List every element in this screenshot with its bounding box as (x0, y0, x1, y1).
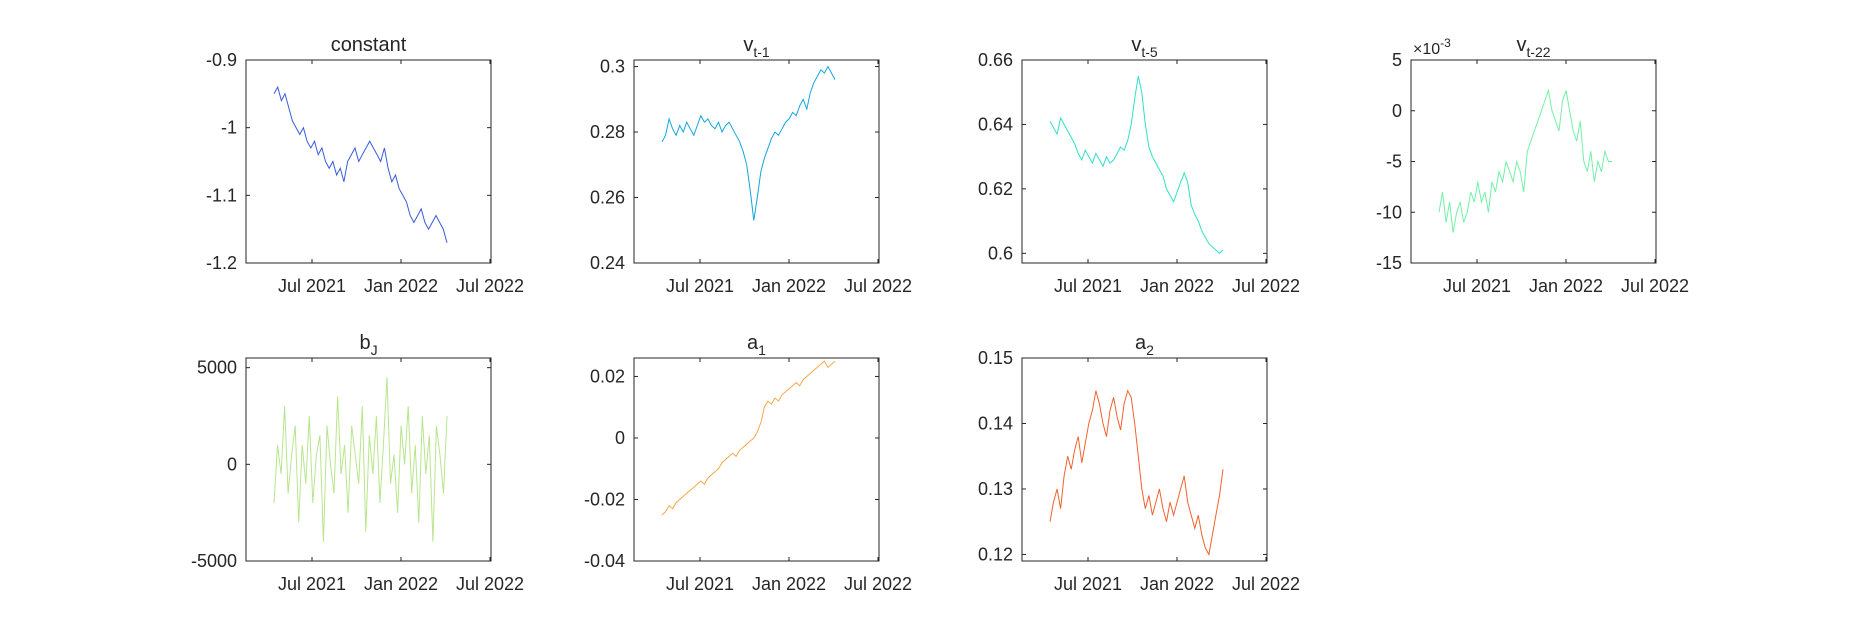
series-line (1049, 389, 1224, 556)
panel-title: bJ (359, 332, 377, 358)
x-tick-label: Jan 2022 (364, 574, 438, 594)
y-tick-label: 0.66 (978, 50, 1013, 70)
x-tick-label: Jul 2022 (844, 276, 912, 296)
x-tick-label: Jul 2021 (1054, 276, 1122, 296)
panel-title: vt-1 (743, 34, 770, 60)
plot-area (633, 59, 880, 264)
panel-1: -1.2 -1.1 -1 -0.9 Jul 2021 Jan 2022 Jul 2022 co… (206, 34, 524, 296)
panel-2: 0.24 0.26 0.28 0.3 Jul 2021 Jan 2022 Jul 2022 v… (590, 34, 912, 296)
panel-title: a2 (1135, 332, 1154, 358)
x-tick-label: Jan 2022 (752, 574, 826, 594)
series-line (661, 360, 836, 516)
y-tick-label: 0.15 (978, 348, 1013, 368)
y-tick-label: 0.26 (590, 188, 625, 208)
y-tick-label: 0 (1392, 101, 1402, 121)
y-tick-label: 0.28 (590, 122, 625, 142)
plot-area (1410, 59, 1657, 264)
y-tick-label: -0.9 (206, 50, 237, 70)
x-tick-label: Jan 2022 (1140, 276, 1214, 296)
series-line (1049, 75, 1224, 254)
plot-area (245, 59, 492, 264)
panel-title: constant (331, 34, 407, 56)
x-tick-label: Jul 2021 (278, 276, 346, 296)
y-tick-label: 0.64 (978, 114, 1013, 134)
panel-7: 0.12 0.13 0.14 0.15 Jul 2021 Jan 2022 Jul 2022… (978, 332, 1300, 594)
x-tick-label: Jul 2022 (1232, 276, 1300, 296)
x-tick-label: Jul 2021 (278, 574, 346, 594)
x-tick-label: Jul 2022 (456, 574, 524, 594)
x-tick-label: Jul 2022 (1621, 276, 1689, 296)
y-tick-label: 0.12 (978, 544, 1013, 564)
y-tick-label: -0.02 (584, 489, 625, 509)
x-tick-label: Jan 2022 (364, 276, 438, 296)
y-tick-label: 0.6 (988, 243, 1013, 263)
y-tick-label: -10 (1376, 202, 1402, 222)
x-tick-label: Jul 2021 (1443, 276, 1511, 296)
x-tick-label: Jul 2022 (1232, 574, 1300, 594)
y-tick-label: -1.2 (206, 253, 237, 273)
panel-title: vt-5 (1131, 34, 1158, 60)
plot-area (1021, 59, 1268, 264)
x-tick-label: Jul 2022 (456, 276, 524, 296)
series-line (1438, 88, 1612, 233)
y-tick-label: 0.14 (978, 413, 1013, 433)
y-tick-label: 0 (615, 428, 625, 448)
y-tick-label: -1 (221, 118, 237, 138)
panel-title: a1 (747, 332, 766, 358)
x-tick-label: Jul 2022 (844, 574, 912, 594)
panel-4: -15 -10 -5 0 5 Jul 2021 Jan 2022 Jul 2022 vt-22 ×… (1376, 34, 1689, 296)
panel-title: vt-22 (1516, 34, 1550, 60)
plot-area (633, 357, 880, 562)
y-tick-label: 0 (227, 454, 237, 474)
panel-6: -0.04 -0.02 0 0.02 Jul 2021 Jan 2022 Jul 2022 a… (584, 332, 912, 594)
y-tick-label: -5000 (191, 551, 237, 571)
panel-5: -5000 0 5000 Jul 2021 Jan 2022 Jul 2022 bJ (191, 332, 524, 594)
x-tick-label: Jan 2022 (1529, 276, 1603, 296)
y-tick-label: -0.04 (584, 551, 625, 571)
x-tick-label: Jan 2022 (752, 276, 826, 296)
x-tick-label: Jul 2021 (1054, 574, 1122, 594)
y-tick-label: -1.1 (206, 185, 237, 205)
x-tick-label: Jul 2021 (666, 276, 734, 296)
y-exponent-label: ×10-3 (1413, 36, 1451, 58)
series-line (273, 85, 448, 243)
series-line (661, 65, 836, 221)
panel-3: 0.6 0.62 0.64 0.66 Jul 2021 Jan 2022 Jul 2022 v… (978, 34, 1300, 296)
y-tick-label: 0.24 (590, 253, 625, 273)
y-tick-label: 0.13 (978, 479, 1013, 499)
series-line (273, 377, 448, 542)
y-tick-label: 0.3 (600, 57, 625, 77)
y-tick-label: -15 (1376, 253, 1402, 273)
plot-area (1021, 357, 1268, 562)
y-tick-label: 0.02 (590, 366, 625, 386)
y-tick-label: 5 (1392, 50, 1402, 70)
x-tick-label: Jan 2022 (1140, 574, 1214, 594)
y-tick-label: 5000 (197, 358, 237, 378)
y-tick-label: 0.62 (978, 179, 1013, 199)
x-tick-label: Jul 2021 (666, 574, 734, 594)
y-tick-label: -5 (1386, 152, 1402, 172)
